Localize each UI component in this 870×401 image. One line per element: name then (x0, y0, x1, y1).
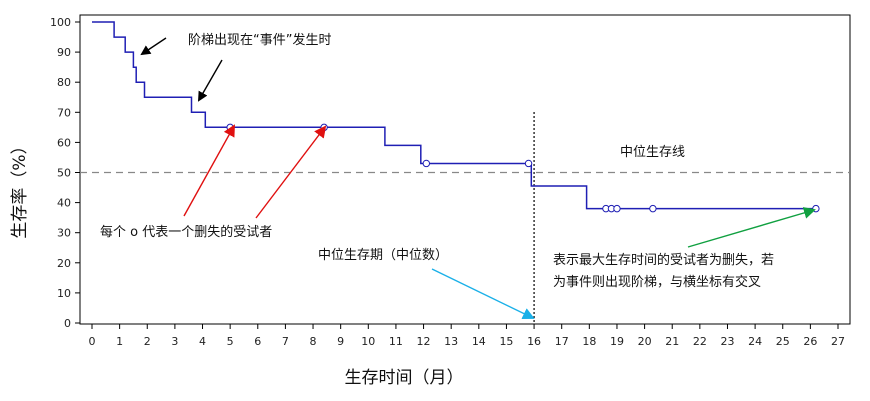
x-tick-label: 5 (227, 335, 234, 348)
survival-series (92, 21, 820, 213)
median-line-label: 中位生存线 (620, 145, 685, 160)
censored-marker (812, 204, 820, 213)
x-tick-label: 22 (693, 335, 707, 348)
x-tick-label: 21 (665, 335, 679, 348)
plot-frame (79, 14, 851, 325)
x-tick-label: 15 (499, 335, 513, 348)
censored-marker (613, 204, 621, 213)
x-tick-label: 8 (310, 335, 317, 348)
y-tick-label: 80 (57, 76, 71, 89)
x-tick-label: 27 (831, 335, 845, 348)
annotation-max-line1: 表示最大生存时间的受试者为删失，若 (553, 252, 774, 268)
y-axis-title: 生存率（%） (10, 137, 30, 238)
y-tick-label: 30 (57, 227, 71, 240)
x-ticks: 0 1 2 3 4 5 6 7 8 9 10 11 12 13 14 15 16 17 18 19 20 21 22 23 24… (89, 324, 845, 348)
x-tick-label: 1 (116, 335, 123, 348)
y-tick-label: 20 (57, 257, 71, 270)
y-ticks: 0 10 20 30 40 50 60 70 80 90 100 (50, 16, 80, 330)
annotation-median-period: 中位生存期（中位数） (318, 248, 448, 263)
x-tick-label: 26 (803, 335, 817, 348)
y-tick-label: 60 (57, 136, 71, 149)
x-tick-label: 20 (638, 335, 652, 348)
annotation-max-line2: 为事件则出现阶梯，与横坐标有交叉 (553, 274, 761, 290)
arrow-steps-2 (198, 59, 223, 102)
arrow-steps-1 (140, 37, 167, 56)
x-tick-label: 2 (144, 335, 151, 348)
censored-marker (422, 159, 431, 168)
x-tick-label: 23 (720, 335, 734, 348)
censored-marker (649, 204, 657, 213)
x-tick-label: 0 (89, 335, 96, 348)
y-tick-label: 40 (57, 197, 71, 210)
x-tick-label: 9 (337, 335, 344, 348)
x-axis-title: 生存时间（月） (345, 368, 464, 388)
y-tick-label: 10 (57, 287, 71, 300)
x-tick-label: 24 (748, 335, 762, 348)
x-tick-label: 25 (776, 335, 790, 348)
x-tick-label: 10 (361, 335, 375, 348)
y-tick-label: 70 (57, 106, 71, 119)
x-tick-label: 7 (282, 335, 289, 348)
y-tick-label: 50 (57, 167, 71, 180)
x-tick-label: 16 (527, 335, 541, 348)
arrow-max (687, 207, 816, 248)
arrow-censored-2 (255, 125, 327, 219)
y-tick-label: 90 (57, 46, 71, 59)
x-tick-label: 19 (610, 335, 624, 348)
x-tick-label: 11 (389, 335, 403, 348)
arrow-median-period (431, 268, 535, 320)
x-tick-label: 4 (199, 335, 206, 348)
x-tick-label: 17 (555, 335, 569, 348)
survival-curve (92, 21, 816, 210)
x-tick-label: 14 (472, 335, 486, 348)
y-tick-label: 100 (50, 16, 71, 29)
annotation-censored: 每个 o 代表一个删失的受试者 (100, 224, 272, 240)
arrow-censored-1 (183, 124, 235, 217)
x-tick-label: 12 (417, 335, 431, 348)
x-tick-label: 3 (171, 335, 178, 348)
x-tick-label: 13 (444, 335, 458, 348)
y-tick-label: 0 (64, 317, 71, 330)
censored-marker (524, 159, 533, 168)
annotation-steps: 阶梯出现在“事件”发生时 (188, 32, 331, 48)
x-tick-label: 6 (254, 335, 261, 348)
x-tick-label: 18 (582, 335, 596, 348)
